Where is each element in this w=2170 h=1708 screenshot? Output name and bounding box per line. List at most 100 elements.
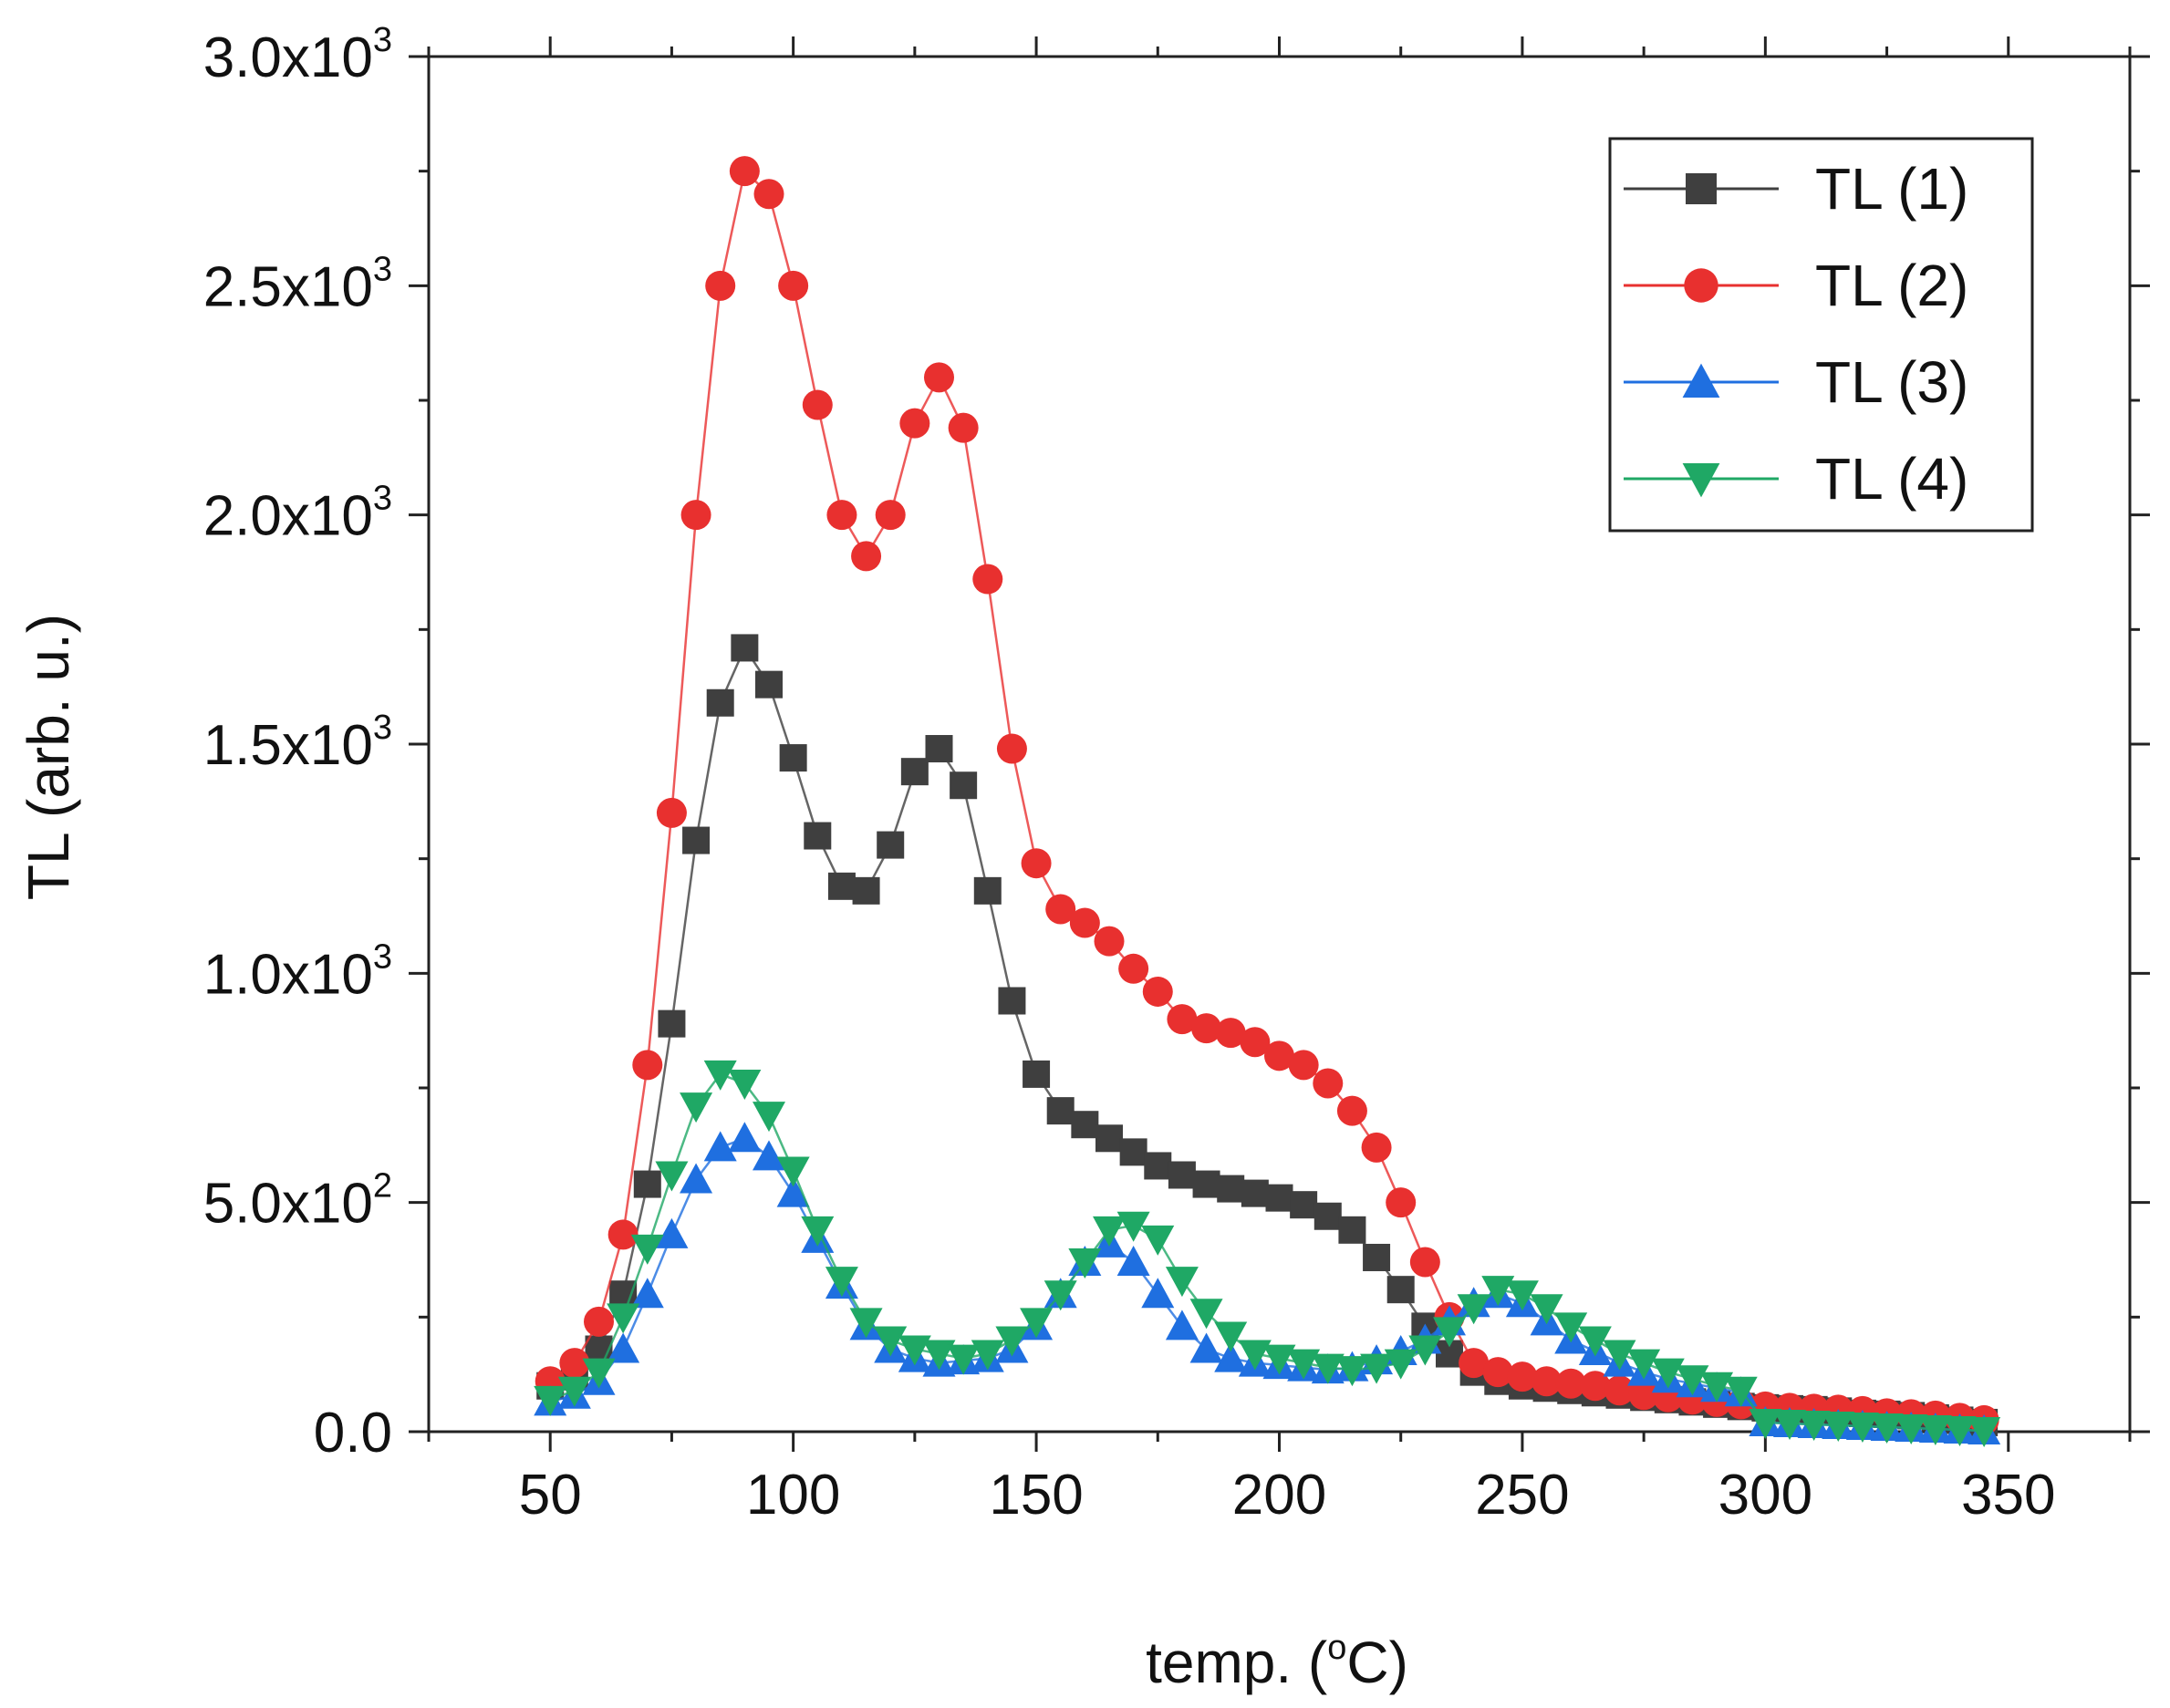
data-point [1167, 1004, 1198, 1035]
data-point [778, 270, 809, 301]
data-point [1918, 1414, 1952, 1445]
data-point [607, 1332, 640, 1363]
data-point [1363, 1243, 1391, 1271]
x-tick-label: 250 [1475, 1464, 1569, 1527]
data-point [1165, 1309, 1199, 1341]
data-point [1043, 1280, 1077, 1311]
data-point [948, 412, 979, 443]
data-point [1046, 1097, 1075, 1125]
data-point [1262, 1344, 1296, 1375]
y-tick-label-mantissa: 1.0x10 [203, 943, 373, 1006]
data-point [680, 500, 711, 531]
legend-item-1: TL (1) [1624, 156, 1968, 222]
data-point [1313, 1068, 1344, 1099]
data-point [703, 1131, 737, 1162]
y-tick-label-exponent: 3 [373, 480, 392, 518]
legend-item-3: TL (3) [1624, 349, 1968, 415]
data-point [1192, 1170, 1220, 1198]
y-tick-label: 5.0x102 [203, 1167, 392, 1236]
legend-marker [1684, 268, 1718, 303]
x-tick-label: 300 [1718, 1464, 1812, 1527]
data-point [1287, 1349, 1321, 1380]
data-point [1943, 1415, 1977, 1446]
y-tick-label: 2.5x103 [203, 250, 392, 318]
y-tick-label: 1.0x103 [203, 937, 392, 1006]
data-point [802, 389, 833, 420]
y-tick-label-mantissa: 2.5x10 [203, 255, 373, 318]
data-point [1264, 1040, 1294, 1071]
data-point [1676, 1365, 1709, 1396]
data-point [582, 1358, 616, 1389]
data-point [1749, 1408, 1782, 1439]
data-point [1191, 1013, 1222, 1044]
series-layer [534, 156, 2001, 1447]
data-point [1481, 1276, 1515, 1307]
data-point [1580, 1371, 1611, 1402]
series-4 [534, 1060, 2001, 1447]
x-tick-label: 200 [1232, 1464, 1326, 1527]
data-point [1095, 1124, 1123, 1153]
x-axis-label-main: temp. ( [1146, 1630, 1327, 1695]
data-point [1045, 894, 1076, 925]
legend-item-2: TL (2) [1624, 253, 1968, 318]
legend-label: TL (3) [1815, 349, 1968, 415]
data-point [1361, 1132, 1392, 1163]
data-point [1093, 1216, 1126, 1247]
data-point [1021, 848, 1052, 879]
legend-marker [1682, 463, 1720, 498]
data-point [1215, 1018, 1246, 1049]
data-point [1360, 1353, 1394, 1384]
x-tick-label: 50 [519, 1464, 582, 1527]
data-point [1144, 1152, 1172, 1180]
data-point [1020, 1308, 1054, 1339]
data-point [607, 1219, 639, 1250]
data-point [680, 1092, 713, 1123]
x-axis-label-suffix: C) [1346, 1630, 1408, 1695]
data-point [1628, 1380, 1659, 1411]
data-point [1555, 1368, 1586, 1399]
data-point [1386, 1187, 1417, 1218]
data-point [1189, 1299, 1223, 1330]
y-axis: 0.05.0x1021.0x1031.5x1032.0x1032.5x1033.… [203, 21, 2150, 1465]
data-point [875, 500, 906, 531]
data-point [874, 1326, 908, 1357]
data-point [877, 831, 905, 859]
data-point [534, 1385, 567, 1416]
data-point [1336, 1095, 1367, 1126]
data-point [1290, 1191, 1318, 1219]
data-point [776, 1156, 810, 1187]
data-point [849, 1308, 883, 1339]
legend-label: TL (2) [1815, 253, 1968, 318]
data-point [826, 500, 857, 531]
data-point [1457, 1294, 1490, 1325]
data-point [632, 1050, 663, 1081]
data-point [1071, 1111, 1099, 1139]
data-point [1116, 1211, 1150, 1242]
y-tick-label: 0.0 [314, 1402, 392, 1465]
data-point [924, 362, 954, 393]
data-point [655, 1161, 689, 1192]
data-point [899, 408, 930, 439]
data-point [680, 1163, 713, 1194]
x-tick-label: 150 [989, 1464, 1083, 1527]
data-point [1797, 1410, 1831, 1441]
y-tick-label-exponent: 3 [373, 21, 392, 59]
data-point [1141, 1278, 1175, 1309]
data-point [972, 564, 1003, 595]
data-point [753, 179, 784, 210]
data-point [1627, 1349, 1661, 1380]
data-point [1845, 1412, 1879, 1443]
data-point [655, 1217, 689, 1248]
data-point [776, 1176, 810, 1207]
data-point [1554, 1312, 1588, 1343]
data-point [1069, 907, 1100, 938]
data-point [1408, 1335, 1442, 1366]
legend: TL (1) TL (2) TL (3) TL (4) [1608, 137, 2034, 533]
data-point [900, 758, 929, 786]
x-tick-label: 350 [1961, 1464, 2055, 1527]
data-point [1068, 1248, 1102, 1279]
data-point [973, 876, 1002, 905]
data-point [1165, 1267, 1199, 1298]
data-point [827, 872, 856, 900]
